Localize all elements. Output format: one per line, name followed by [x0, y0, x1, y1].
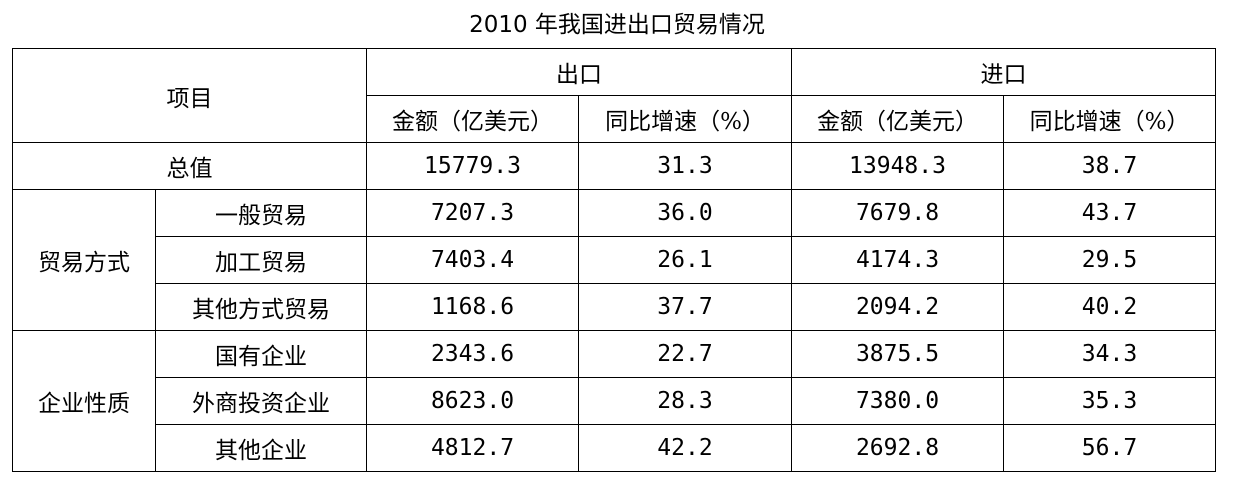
- import-amount-cell: 3875.5: [791, 330, 1004, 378]
- table-title: 2010 年我国进出口贸易情况: [469, 12, 765, 38]
- export-amount-cell: 15779.3: [366, 142, 579, 190]
- header-export-amount: 金额（亿美元）: [366, 95, 579, 143]
- import-growth-cell: 43.7: [1003, 189, 1216, 237]
- row-label: 国有企业: [155, 330, 367, 378]
- export-growth-cell: 37.7: [578, 283, 792, 331]
- import-growth-cell: 35.3: [1003, 377, 1216, 425]
- import-amount-cell: 2094.2: [791, 283, 1004, 331]
- export-amount-cell: 7403.4: [366, 236, 579, 284]
- export-amount-cell: 2343.6: [366, 330, 579, 378]
- row-label: 总值: [12, 142, 367, 190]
- import-amount-cell: 13948.3: [791, 142, 1004, 190]
- export-growth-cell: 31.3: [578, 142, 792, 190]
- row-label: 一般贸易: [155, 189, 367, 237]
- header-import: 进口: [791, 48, 1216, 96]
- table-row: 企业性质 国有企业 2343.6 22.7 3875.5 34.3: [12, 330, 1216, 472]
- import-growth-cell: 56.7: [1003, 424, 1216, 472]
- table-row: 贸易方式 一般贸易 7207.3 36.0 7679.8 43.7: [12, 189, 1216, 331]
- header-import-growth: 同比增速（%）: [1003, 95, 1216, 143]
- export-amount-cell: 7207.3: [366, 189, 579, 237]
- header-export-growth: 同比增速（%）: [578, 95, 792, 143]
- row-label: 外商投资企业: [155, 377, 367, 425]
- table-row: 加工贸易 7403.4 26.1 4174.3 29.5: [13, 236, 1216, 284]
- export-growth-cell: 28.3: [578, 377, 792, 425]
- header-item: 项目: [12, 48, 367, 143]
- table-row: 外商投资企业 8623.0 28.3 7380.0 35.3: [13, 377, 1216, 425]
- header-export: 出口: [366, 48, 792, 96]
- import-growth-cell: 34.3: [1003, 330, 1216, 378]
- export-growth-cell: 42.2: [578, 424, 792, 472]
- header-import-amount: 金额（亿美元）: [791, 95, 1004, 143]
- import-amount-cell: 4174.3: [791, 236, 1004, 284]
- row-label: 其他方式贸易: [155, 283, 367, 331]
- group-label-trade-mode: 贸易方式: [12, 189, 156, 331]
- trade-table: 项目 出口 进口 金额（亿美元） 同比增速（%） 金额（亿美元） 同比增速（%）…: [12, 48, 1216, 472]
- export-amount-cell: 8623.0: [366, 377, 579, 425]
- import-amount-cell: 2692.8: [791, 424, 1004, 472]
- export-growth-cell: 36.0: [578, 189, 792, 237]
- group-label-enterprise-type: 企业性质: [12, 330, 156, 472]
- import-growth-cell: 38.7: [1003, 142, 1216, 190]
- table-row-total: 总值 15779.3 31.3 13948.3 38.7: [12, 142, 1216, 190]
- table-row: 其他企业 4812.7 42.2 2692.8 56.7: [13, 424, 1216, 472]
- row-label: 其他企业: [155, 424, 367, 472]
- export-amount-cell: 1168.6: [366, 283, 579, 331]
- import-amount-cell: 7679.8: [791, 189, 1004, 237]
- import-growth-cell: 29.5: [1003, 236, 1216, 284]
- header-row-top: 项目 出口 进口: [12, 48, 1216, 143]
- export-growth-cell: 26.1: [578, 236, 792, 284]
- table-row: 其他方式贸易 1168.6 37.7 2094.2 40.2: [13, 283, 1216, 331]
- export-growth-cell: 22.7: [578, 330, 792, 378]
- export-amount-cell: 4812.7: [366, 424, 579, 472]
- import-amount-cell: 7380.0: [791, 377, 1004, 425]
- row-label: 加工贸易: [155, 236, 367, 284]
- import-growth-cell: 40.2: [1003, 283, 1216, 331]
